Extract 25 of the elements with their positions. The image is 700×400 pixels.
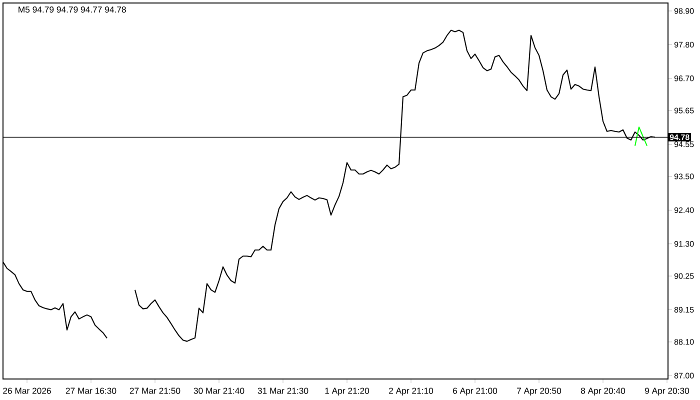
y-tick-label: 93.50 xyxy=(674,174,694,180)
y-tick-label: 90.25 xyxy=(674,273,694,279)
x-tick-label: 27 Mar 21:50 xyxy=(130,388,180,394)
chart-title: M5 94.79 94.79 94.77 94.78 xyxy=(18,6,126,13)
ref-line-label: 94.78 xyxy=(670,134,690,140)
x-tick-label: 2 Apr 21:10 xyxy=(389,388,434,396)
x-tick-label: 30 Mar 21:40 xyxy=(194,388,244,394)
y-tick-label: 96.70 xyxy=(674,76,694,82)
y-tick-label: 95.65 xyxy=(674,108,694,114)
y-tick-label: 97.80 xyxy=(674,42,694,48)
x-tick-label: 31 Mar 21:30 xyxy=(258,388,308,394)
x-tick-label: 6 Apr 21:00 xyxy=(453,388,498,396)
y-tick-label: 89.15 xyxy=(674,306,694,313)
y-tick-label: 94.55 xyxy=(674,141,694,148)
y-tick-label: 98.90 xyxy=(674,8,694,14)
x-tick-label: 8 Apr 20:40 xyxy=(580,388,626,396)
y-tick-label: 88.10 xyxy=(674,339,694,345)
x-tick-label: 1 Apr 21:20 xyxy=(325,388,370,396)
x-tick-label: 7 Apr 20:50 xyxy=(517,388,562,396)
y-tick-label: 91.30 xyxy=(674,241,694,247)
x-tick-label: 26 Mar 2026 xyxy=(3,388,51,394)
x-tick-label: 27 Mar 16:30 xyxy=(66,388,116,394)
y-tick-label: 92.40 xyxy=(674,207,694,213)
x-tick-label: 9 Apr 20:30 xyxy=(645,388,690,396)
y-tick-label: 87.00 xyxy=(674,372,694,378)
